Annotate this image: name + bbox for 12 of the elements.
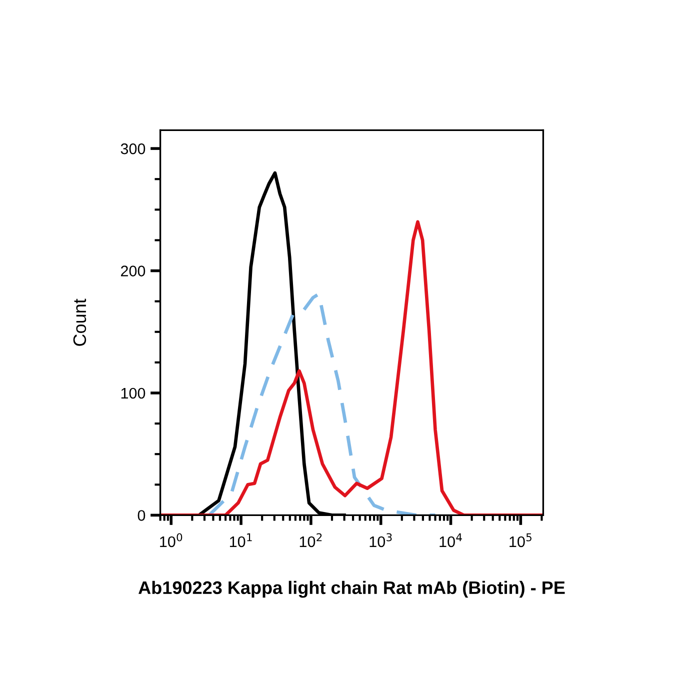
x-tick-label: 10$^{3}$: [370, 533, 392, 548]
x-tick-label: 10$^{5}$: [510, 533, 532, 548]
x-axis-title: Ab190223 Kappa light chain Rat mAb (Biotin) - PE: [138, 580, 565, 598]
x-tick-label: 10$^{2}$: [300, 533, 322, 548]
x-tick-label: 10$^{1}$: [230, 533, 252, 548]
x-tick-label: 10$^{4}$: [440, 533, 462, 548]
y-tick-label: 0: [138, 510, 146, 521]
y-axis-title: Count: [73, 298, 86, 346]
y-tick-label: 200: [121, 266, 146, 276]
y-tick-label: 100: [121, 388, 146, 399]
x-tick-label: 10$^{0}$: [160, 533, 182, 548]
y-tick-label: 300: [120, 143, 146, 154]
